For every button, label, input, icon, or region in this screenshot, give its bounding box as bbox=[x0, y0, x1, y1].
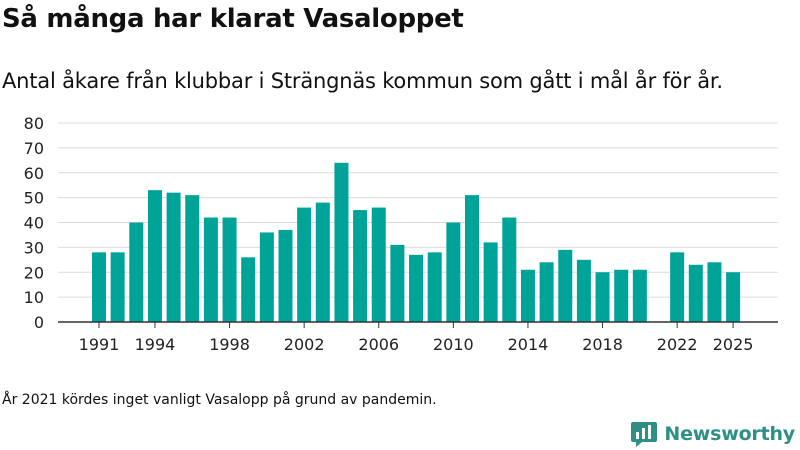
bar-2018 bbox=[595, 272, 610, 322]
x-tick-label: 1994 bbox=[135, 335, 176, 354]
bar-1993 bbox=[129, 222, 144, 322]
bar-2009 bbox=[427, 252, 442, 322]
bar-2020 bbox=[632, 269, 647, 322]
y-tick-label: 0 bbox=[34, 313, 44, 332]
chart-title: Så många har klarat Vasaloppet bbox=[2, 4, 464, 34]
brand-logo: Newsworthy bbox=[630, 420, 795, 448]
bar-1999 bbox=[241, 257, 256, 322]
bar-1997 bbox=[203, 217, 218, 322]
y-tick-label: 70 bbox=[24, 139, 44, 158]
y-tick-label: 40 bbox=[24, 214, 44, 233]
y-tick-label: 30 bbox=[24, 238, 44, 257]
brand-name: Newsworthy bbox=[664, 423, 795, 445]
bar-1998 bbox=[222, 217, 237, 322]
x-tick-label: 1998 bbox=[209, 335, 250, 354]
bar-2019 bbox=[614, 269, 629, 322]
bar-2024 bbox=[707, 262, 722, 322]
bar-2010 bbox=[446, 222, 461, 322]
x-tick-label: 2018 bbox=[582, 335, 623, 354]
bar-2023 bbox=[688, 264, 703, 322]
bar-2022 bbox=[670, 252, 685, 322]
bar-2004 bbox=[334, 162, 349, 322]
bar-1994 bbox=[147, 190, 162, 322]
chart-subtitle: Antal åkare från klubbar i Strängnäs kom… bbox=[2, 69, 723, 93]
bar-2002 bbox=[297, 207, 312, 322]
bar-1992 bbox=[110, 252, 125, 322]
y-tick-label: 60 bbox=[24, 164, 44, 183]
bar-2003 bbox=[315, 202, 330, 322]
x-tick-label: 2002 bbox=[284, 335, 325, 354]
bar-1996 bbox=[185, 195, 200, 322]
bar-1991 bbox=[92, 252, 106, 322]
y-tick-label: 50 bbox=[24, 189, 44, 208]
bar-2000 bbox=[259, 232, 274, 322]
x-tick-label: 2025 bbox=[713, 335, 754, 354]
bar-2013 bbox=[502, 217, 517, 322]
x-tick-label: 2010 bbox=[433, 335, 474, 354]
bar-1995 bbox=[166, 192, 181, 322]
x-tick-label: 1991 bbox=[79, 335, 120, 354]
bar-chart: 0 10 20 30 40 50 60 70 80 1991 1994 1998 2002 2006 201… bbox=[24, 114, 778, 354]
y-tick-label: 10 bbox=[24, 288, 44, 307]
bar-2008 bbox=[409, 254, 424, 322]
bar-2012 bbox=[483, 242, 498, 322]
footnote: År 2021 kördes inget vanligt Vasalopp på… bbox=[2, 392, 437, 408]
bar-2015 bbox=[539, 262, 554, 322]
chart-bubble-icon bbox=[631, 422, 658, 447]
y-tick-label: 80 bbox=[24, 114, 44, 133]
bar-2014 bbox=[520, 269, 535, 322]
bar-2017 bbox=[576, 259, 591, 322]
bar-2005 bbox=[353, 210, 368, 322]
bar-2016 bbox=[558, 249, 573, 322]
bar-2007 bbox=[390, 244, 405, 322]
y-tick-label: 20 bbox=[24, 263, 44, 282]
bar-2025 bbox=[726, 272, 741, 322]
x-tick-label: 2006 bbox=[358, 335, 399, 354]
bar-2006 bbox=[371, 207, 386, 322]
bar-2001 bbox=[278, 229, 293, 322]
x-tick-label: 2014 bbox=[508, 335, 549, 354]
x-tick-label: 2022 bbox=[657, 335, 698, 354]
bar-2011 bbox=[465, 195, 479, 322]
